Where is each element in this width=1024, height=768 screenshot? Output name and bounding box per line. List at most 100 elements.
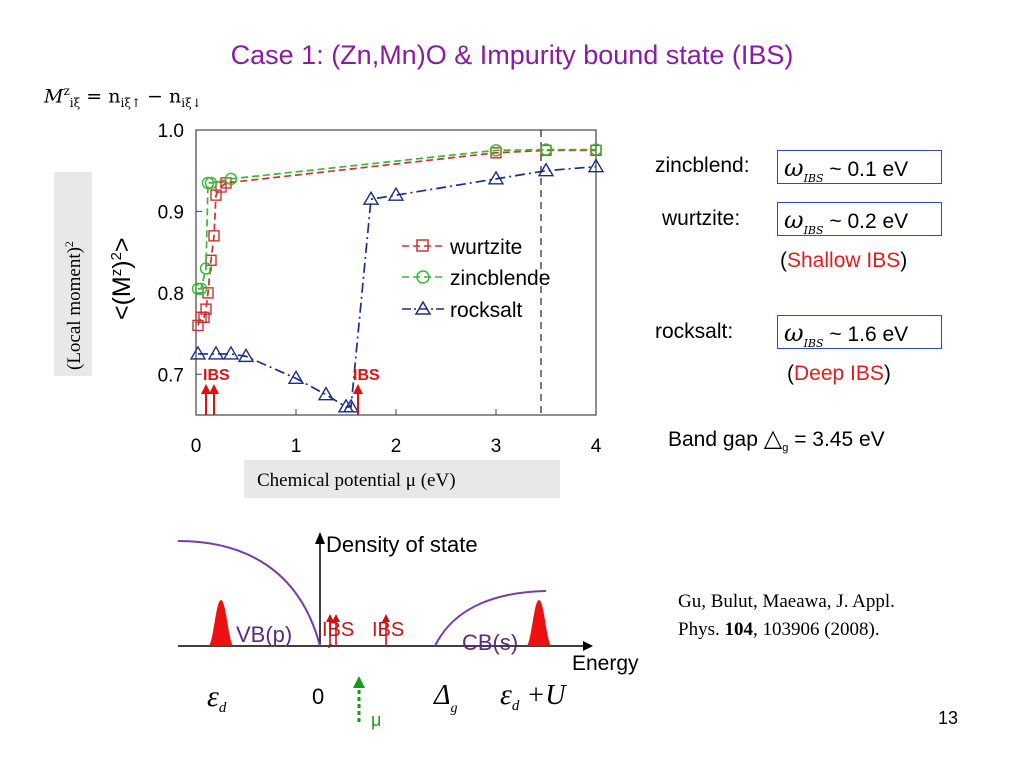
legend-wurtzite-label: wurtzite xyxy=(449,236,522,259)
local-moment-box xyxy=(54,172,92,376)
citation-line2: Phys. 104, 103906 (2008). xyxy=(678,619,880,640)
ibs-chart-arrowhead xyxy=(209,384,219,394)
dos-title: Density of state xyxy=(326,532,478,557)
ibs-chart-arrowhead xyxy=(201,384,211,394)
y-tick-label: 1.0 xyxy=(158,121,184,142)
ibs-chart-label: IBS xyxy=(203,367,230,384)
eps-d-peak xyxy=(209,600,233,646)
wz-omega: ωIBS xyxy=(784,206,824,237)
wurtzite-point xyxy=(192,319,204,332)
moment-chart: (Local moment)2 <(Mz)2> 0 1 2 3 4 0.7 0.8 0.9 1.… xyxy=(54,121,605,498)
page-number: 13 xyxy=(938,708,959,728)
x-tick-label: 1 xyxy=(291,436,302,457)
cb-label: CB(s) xyxy=(462,630,518,655)
legend-rocksalt-label: rocksalt xyxy=(450,299,523,322)
legend-rocksalt-marker xyxy=(414,300,432,315)
formula-m: M xyxy=(44,85,64,108)
zincblende-point xyxy=(489,144,503,157)
ibs-head-a xyxy=(326,614,334,622)
citation-line1: Gu, Bulut, Maeawa, J. Appl. xyxy=(678,591,895,612)
rocksalt-point xyxy=(362,190,380,205)
mu-label: μ xyxy=(371,710,381,730)
x-tick-label: 2 xyxy=(391,436,402,457)
rocksalt-label: rocksalt: xyxy=(655,320,734,343)
y-tick-label: 0.7 xyxy=(158,365,184,386)
rocksalt-point xyxy=(189,345,207,360)
zincblende-point xyxy=(201,176,215,190)
wurtzite-point xyxy=(208,230,220,242)
wz-value: ~ 0.2 eV xyxy=(823,210,909,233)
zincblend-label: zincblend: xyxy=(655,154,750,177)
ibs-head-c xyxy=(382,614,390,622)
wurtzite-point xyxy=(200,303,212,315)
zincblende-point xyxy=(191,282,205,295)
eps-d-label: εd xyxy=(207,680,227,716)
wurtzite-line xyxy=(197,149,596,326)
rocksalt-point xyxy=(222,345,240,360)
band-gap-label: Band gap △g = 3.45 eV xyxy=(668,425,885,455)
vb-label: VB(p) xyxy=(236,622,292,647)
deep-ibs-label: (Deep IBS) xyxy=(787,362,891,385)
zb-value: ~ 0.1 eV xyxy=(823,158,909,181)
wurtzite-point xyxy=(202,287,214,299)
formula-sub-down: iξ↓ xyxy=(181,96,202,111)
zincblende-point xyxy=(589,143,603,156)
energy-axis-arrow xyxy=(583,641,593,651)
energy-label: Energy xyxy=(572,652,639,675)
rocksalt-point xyxy=(342,398,360,413)
x-tick-label: 4 xyxy=(591,436,602,457)
rocksalt-line xyxy=(198,165,597,408)
legend-zincblende-marker xyxy=(416,270,430,284)
vb-curve xyxy=(177,540,321,647)
eps-d-plus-u-peak xyxy=(527,600,551,646)
formula-sup: z xyxy=(63,84,70,98)
shallow-ibs-label: (Shallow IBS) xyxy=(780,249,908,272)
x-axis-label: Chemical potential μ (eV) xyxy=(257,470,456,491)
formula-minus: − n xyxy=(141,85,182,108)
zb-omega: ωIBS xyxy=(784,154,824,185)
moment-formula: Mziξ = niξ↑ − niξ↓ xyxy=(44,84,202,110)
mu-arrowhead xyxy=(353,676,365,688)
slide-title: Case 1: (Zn,Mn)O & Impurity bound state … xyxy=(230,40,794,70)
series-layer xyxy=(189,143,605,413)
ibs-chart-label: IBS xyxy=(353,367,380,384)
rocksalt-point xyxy=(587,158,605,173)
legend: wurtzite zincblende rocksalt xyxy=(402,236,550,322)
wurtzite-label: wurtzite: xyxy=(662,207,741,230)
dos-diagram: Density of state VB(p) IBS IBS CB(s) Ene… xyxy=(177,532,639,730)
ibs-red-arrows xyxy=(329,620,387,646)
zincblend-omega-box: ωIBS ~ 0.1 eV xyxy=(777,150,942,185)
delta-g-label: Δg xyxy=(433,680,457,716)
y-tick-label: 0.9 xyxy=(158,202,184,223)
rs-value: ~ 1.6 eV xyxy=(823,323,909,346)
rocksalt-point xyxy=(287,369,305,385)
legend-wurtzite-marker xyxy=(416,239,429,252)
x-axis-label-box xyxy=(244,460,560,498)
wurtzite-omega-box: ωIBS ~ 0.2 eV xyxy=(777,202,942,237)
x-tick-label: 3 xyxy=(491,436,502,457)
zincblende-point xyxy=(539,143,553,156)
ibs-chart-arrowhead xyxy=(353,384,363,394)
formula-sub: iξ xyxy=(69,96,81,111)
eps-u-label: εd +U xyxy=(500,678,567,714)
formula-sub-up: iξ↑ xyxy=(120,96,142,111)
formula-rhs: = n xyxy=(80,85,121,108)
citation: Gu, Bulut, Maeawa, J. Appl. Phys. 104, 1… xyxy=(678,588,895,644)
rocksalt-point xyxy=(317,386,335,401)
ibs-arrowheads xyxy=(326,614,390,622)
zincblende-point xyxy=(194,282,208,295)
rocksalt-point xyxy=(237,347,255,363)
legend-zincblende-label: zincblende xyxy=(450,267,550,290)
rs-omega: ωIBS xyxy=(784,319,824,350)
dos-axis-arrow xyxy=(315,532,325,544)
rocksalt-point xyxy=(537,162,555,177)
rocksalt-point xyxy=(207,345,225,360)
wurtzite-point xyxy=(198,311,210,323)
ibs-annotations: IBS IBS xyxy=(201,367,380,415)
rocksalt-point xyxy=(387,186,405,201)
ibs-label-2: IBS xyxy=(372,619,404,641)
zincblende-point xyxy=(224,172,238,186)
zincblende-line xyxy=(198,148,596,290)
axis-ticks: 0 1 2 3 4 0.7 0.8 0.9 1.0 xyxy=(158,121,602,457)
zincblende-point xyxy=(199,262,213,275)
